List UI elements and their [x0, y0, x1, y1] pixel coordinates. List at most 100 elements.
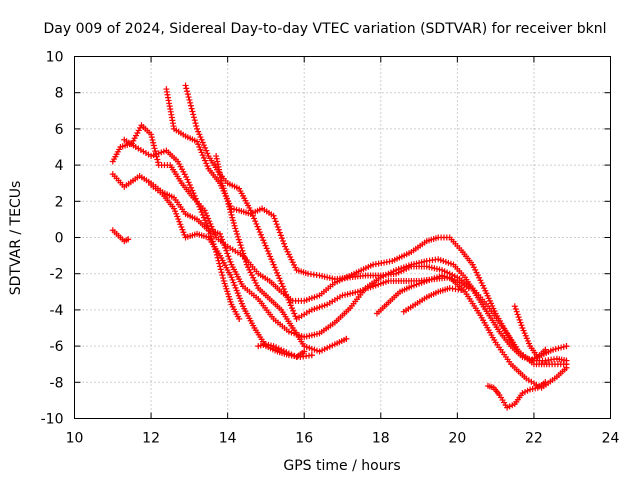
y-tick-label: 8	[55, 86, 64, 102]
data-point	[279, 237, 286, 244]
data-point	[255, 226, 262, 233]
data-point	[226, 206, 233, 213]
data-point	[516, 316, 523, 323]
series-arc-i	[373, 272, 472, 317]
data-point	[204, 163, 211, 170]
data-point	[202, 210, 209, 217]
data-point	[207, 230, 214, 237]
data-point	[236, 315, 243, 322]
data-point	[150, 139, 157, 146]
data-point	[285, 296, 292, 303]
data-point	[224, 288, 231, 295]
data-point	[220, 239, 227, 246]
data-point	[512, 305, 519, 312]
data-point	[187, 102, 194, 109]
data-point	[542, 379, 549, 386]
data-point	[229, 276, 236, 283]
data-point	[222, 283, 229, 290]
data-point	[194, 125, 201, 132]
data-point	[479, 282, 486, 289]
y-tick-label: 2	[55, 194, 64, 210]
data-point	[263, 245, 270, 252]
data-point	[224, 250, 231, 257]
data-point	[343, 335, 350, 342]
data-point	[518, 322, 525, 329]
data-point	[276, 229, 283, 236]
data-point	[151, 145, 158, 152]
data-point	[186, 96, 193, 103]
data-point	[197, 206, 204, 213]
data-point	[234, 233, 241, 240]
y-tick-label: -2	[50, 267, 64, 283]
data-point	[291, 261, 298, 268]
data-point	[279, 283, 286, 290]
data-point	[183, 85, 190, 92]
data-point	[238, 300, 245, 307]
data-point	[287, 302, 294, 309]
data-point	[238, 244, 245, 251]
data-point	[252, 279, 259, 286]
data-point	[229, 214, 236, 221]
data-point	[226, 296, 233, 303]
data-point	[281, 240, 288, 247]
data-point	[230, 220, 237, 227]
data-points	[109, 82, 570, 411]
data-point	[179, 226, 186, 233]
data-point	[286, 299, 293, 306]
data-point	[292, 313, 299, 320]
data-point	[555, 345, 562, 352]
data-point	[176, 218, 183, 225]
data-point	[196, 144, 203, 150]
x-tick-label: 14	[219, 431, 237, 447]
data-point	[247, 207, 254, 214]
data-point	[225, 253, 232, 260]
data-point	[195, 128, 202, 135]
series-arc-b	[109, 171, 570, 364]
data-point	[198, 209, 205, 216]
x-tick-label: 12	[142, 431, 160, 447]
data-point	[228, 274, 235, 281]
data-point	[287, 254, 294, 261]
data-point	[278, 235, 285, 242]
data-point	[233, 228, 240, 235]
data-point	[288, 305, 295, 312]
data-point	[256, 229, 263, 236]
data-point	[237, 242, 244, 249]
data-point	[224, 198, 231, 205]
data-point	[275, 226, 282, 233]
data-point	[273, 221, 280, 228]
data-point	[196, 131, 203, 138]
data-point	[220, 275, 227, 282]
data-point	[283, 291, 290, 298]
data-point	[208, 223, 215, 230]
y-tick-label: 0	[55, 231, 64, 247]
data-point	[274, 269, 281, 276]
x-tick-labels: 10 12 14 16 18 20 22 24	[66, 431, 620, 447]
data-point	[251, 215, 258, 222]
data-point	[228, 211, 235, 218]
data-point	[201, 207, 208, 214]
data-point	[185, 94, 192, 101]
data-point	[267, 253, 274, 260]
data-point	[218, 233, 225, 240]
y-tick-label: -10	[41, 412, 64, 428]
data-point	[477, 277, 484, 284]
data-point	[181, 231, 188, 238]
data-point	[184, 176, 191, 183]
data-point	[192, 120, 199, 127]
data-point	[271, 264, 278, 271]
data-point	[204, 150, 211, 157]
data-point	[196, 203, 203, 210]
data-point	[472, 266, 479, 273]
data-point	[222, 244, 229, 251]
data-point	[275, 272, 282, 279]
data-point	[249, 212, 256, 219]
data-point	[235, 236, 242, 243]
data-point	[285, 251, 292, 258]
data-point	[257, 231, 264, 238]
data-point	[202, 144, 209, 151]
series-arc-d	[182, 82, 570, 391]
data-point	[227, 298, 234, 305]
data-point	[282, 288, 289, 295]
